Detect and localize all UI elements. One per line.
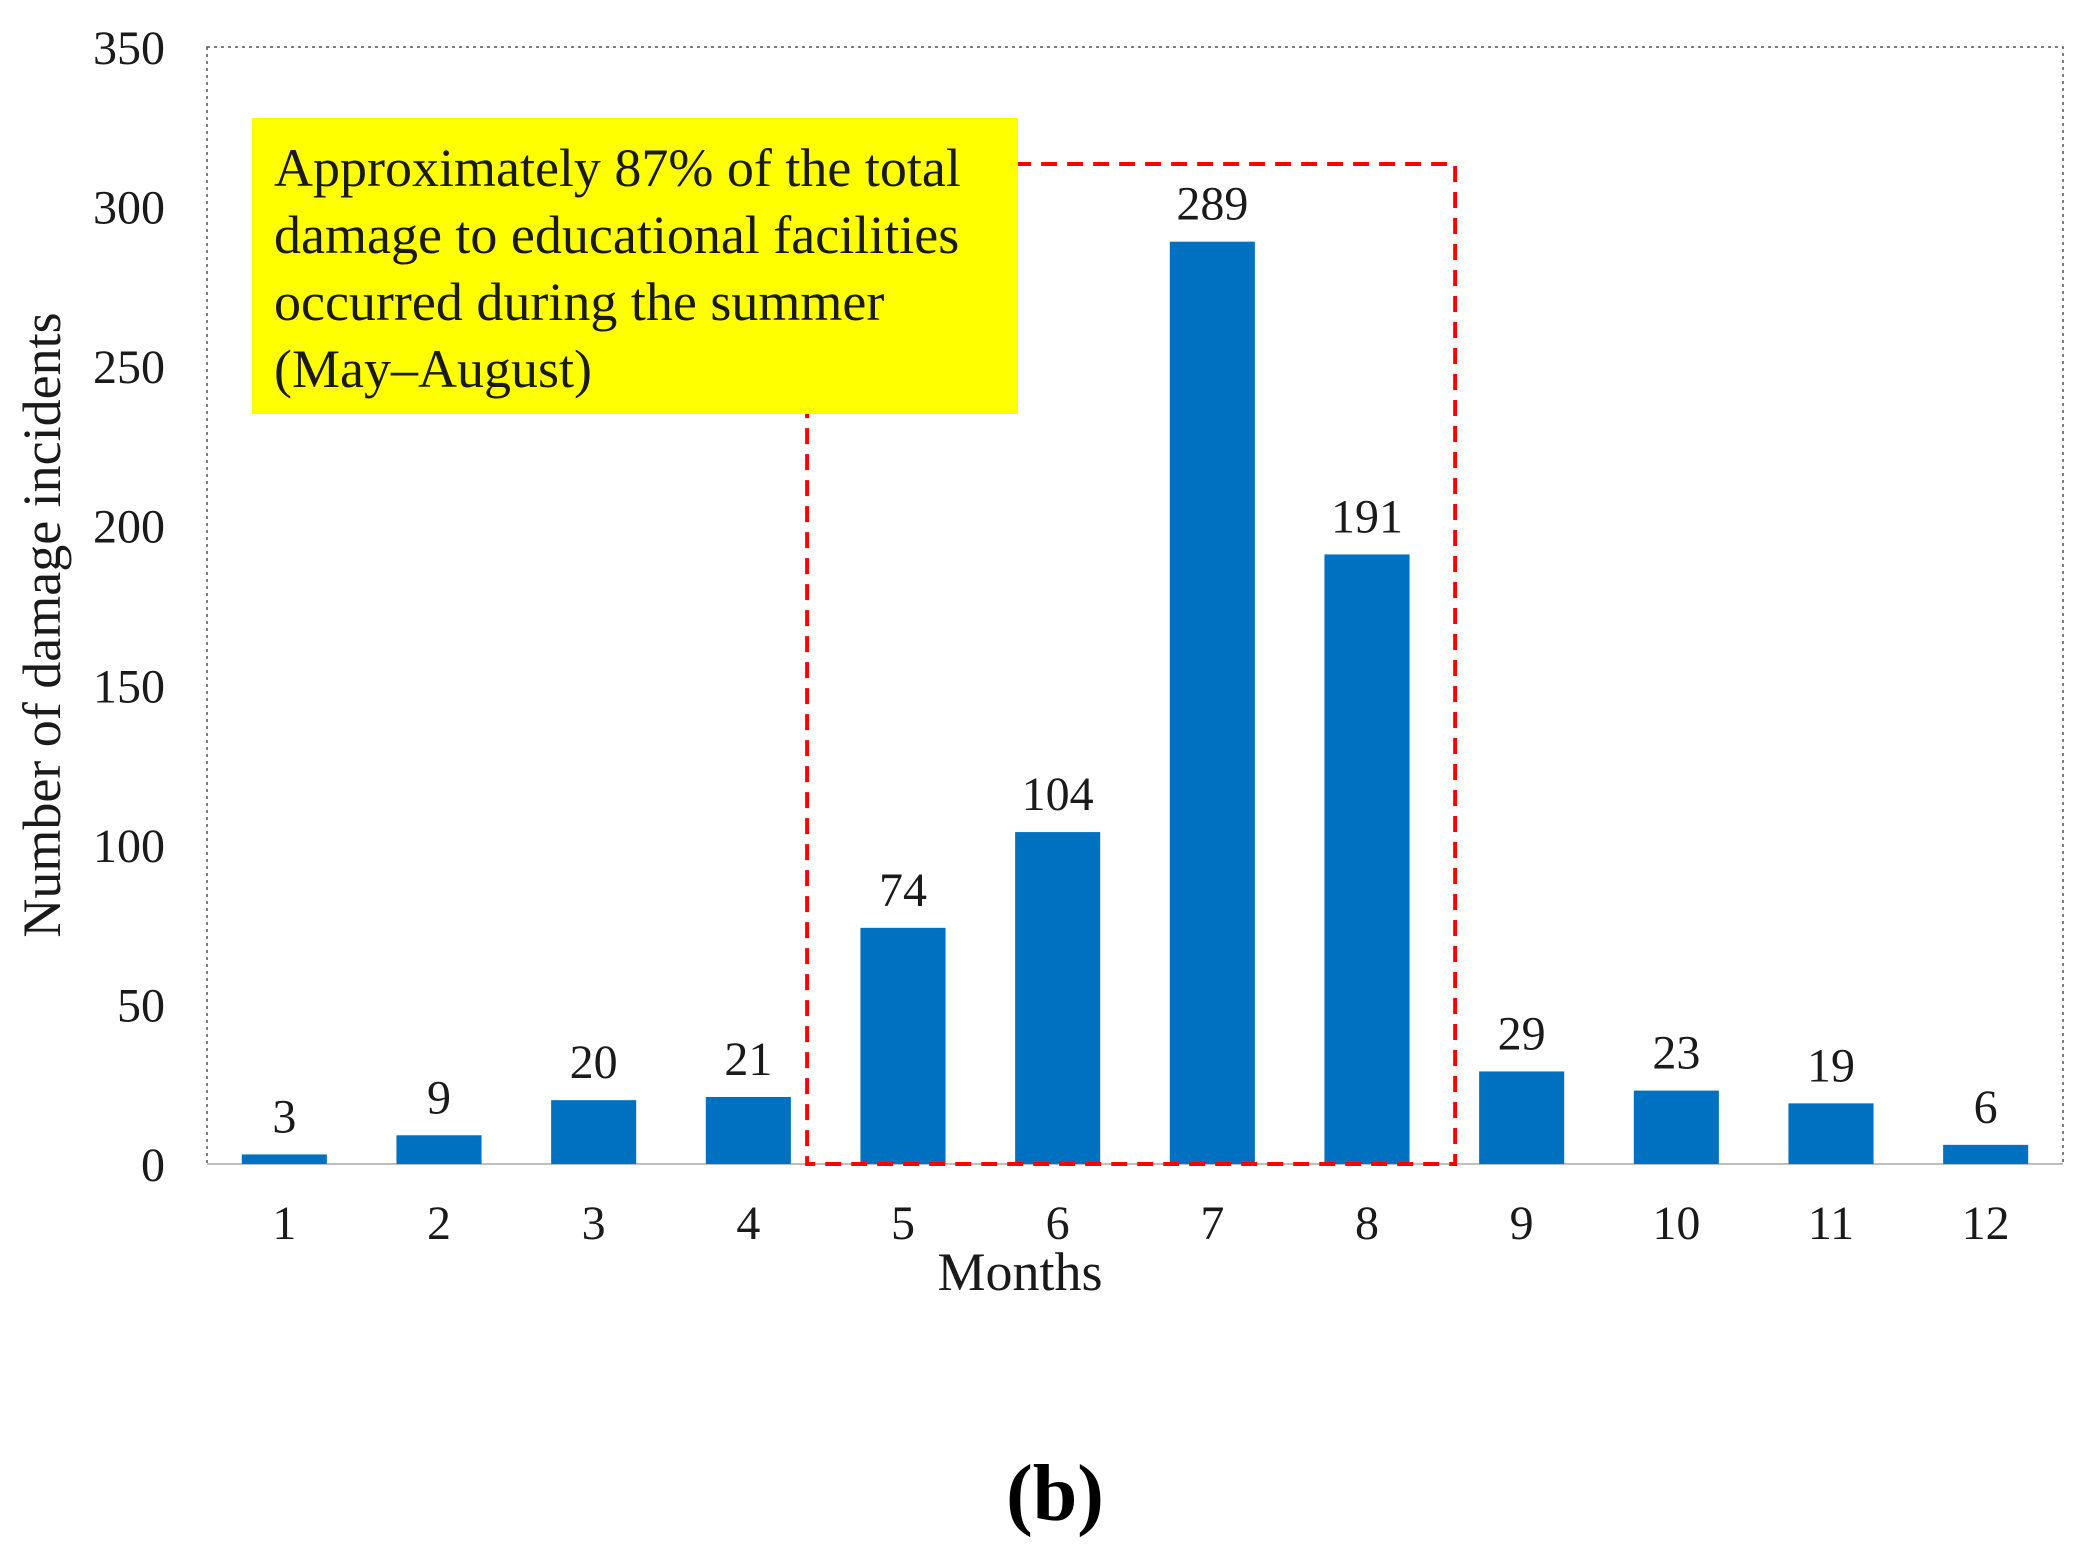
bar (1943, 1144, 2029, 1164)
data-label: 19 (1807, 1039, 1855, 1092)
x-tick-label: 4 (736, 1197, 760, 1250)
data-label: 3 (272, 1090, 296, 1143)
panel-label: (b) (1006, 1450, 1104, 1538)
data-label: 74 (879, 864, 927, 917)
bar (1324, 554, 1410, 1164)
bar (1788, 1103, 1874, 1164)
x-tick-label: 2 (427, 1197, 451, 1250)
x-axis-tick-labels: 1 2 3 4 5 6 7 8 9 10 11 12 (272, 1197, 2009, 1250)
y-tick-label: 100 (93, 820, 165, 873)
data-label: 289 (1176, 178, 1248, 231)
data-label: 23 (1652, 1027, 1700, 1080)
x-tick-label: 3 (582, 1197, 606, 1250)
y-axis-title: Number of damage incidents (12, 312, 72, 937)
data-label: 6 (1974, 1081, 1998, 1134)
bar (1633, 1090, 1719, 1164)
annotation-callout: Approximately 87% of the total damage to… (252, 118, 1018, 414)
bar (705, 1096, 791, 1164)
annotation-line: damage to educational facilities (274, 205, 959, 265)
x-tick-label: 9 (1510, 1197, 1534, 1250)
x-axis-title: Months (937, 1242, 1102, 1302)
bar (860, 927, 946, 1164)
x-tick-label: 5 (891, 1197, 915, 1250)
y-tick-label: 350 (93, 22, 165, 75)
annotation-text: Approximately 87% of the total damage to… (274, 138, 974, 399)
data-label: 191 (1331, 490, 1403, 543)
data-label: 21 (724, 1033, 772, 1086)
bar (1015, 832, 1101, 1164)
data-label: 29 (1498, 1007, 1546, 1060)
bar (1169, 241, 1255, 1165)
x-tick-label: 7 (1200, 1197, 1224, 1250)
data-label: 104 (1022, 768, 1094, 821)
y-tick-label: 300 (93, 182, 165, 235)
bars-group (241, 241, 2029, 1165)
data-label: 9 (427, 1071, 451, 1124)
y-tick-label: 150 (93, 660, 165, 713)
x-tick-label: 10 (1652, 1197, 1700, 1250)
x-tick-label: 11 (1808, 1197, 1854, 1250)
annotation-line: occurred during the summer (274, 272, 884, 332)
y-tick-label: 250 (93, 341, 165, 394)
annotation-line: (May–August) (274, 339, 592, 399)
annotation-box (252, 118, 1018, 414)
bar (551, 1100, 637, 1164)
bar (241, 1154, 327, 1164)
y-tick-label: 50 (117, 979, 165, 1032)
data-label: 20 (570, 1036, 618, 1089)
bar (1479, 1071, 1565, 1164)
plot-frame (206, 46, 2064, 1165)
summer-highlight-group (805, 162, 1458, 1166)
x-tick-label: 1 (272, 1197, 296, 1250)
x-tick-label: 12 (1962, 1197, 2010, 1250)
y-tick-label: 0 (141, 1139, 165, 1192)
data-labels: 3 9 20 21 74 104 289 191 29 23 19 6 (272, 178, 1997, 1144)
y-tick-label: 200 (93, 501, 165, 554)
x-tick-label: 8 (1355, 1197, 1379, 1250)
y-axis-tick-labels: 0 50 100 150 200 250 300 350 (93, 22, 165, 1192)
summer-highlight-box (805, 162, 1458, 1166)
annotation-line: Approximately 87% of the total (274, 138, 961, 198)
x-tick-label: 6 (1046, 1197, 1070, 1250)
bar (396, 1135, 482, 1164)
